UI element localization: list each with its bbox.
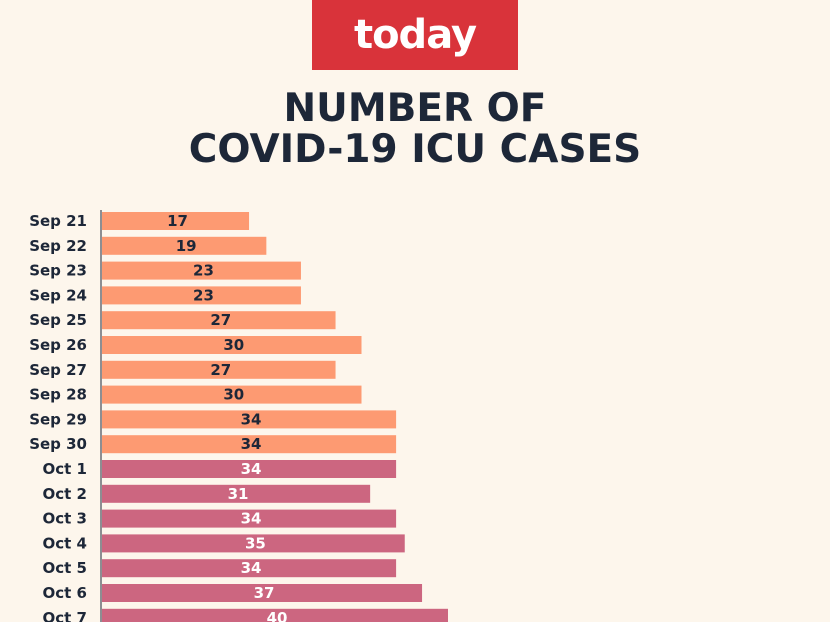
logo-text: today <box>353 12 477 58</box>
bar <box>102 460 397 478</box>
bar <box>102 509 397 528</box>
bar <box>102 236 267 255</box>
value-label: 40 <box>267 609 288 622</box>
bar <box>102 435 397 454</box>
value-label: 34 <box>241 435 262 453</box>
category-label: Oct 3 <box>43 510 87 528</box>
value-label: 34 <box>241 559 262 577</box>
bar <box>102 261 301 280</box>
category-label: Sep 28 <box>29 386 87 404</box>
value-label: 27 <box>210 361 231 379</box>
value-label: 34 <box>241 460 262 478</box>
bar <box>102 385 362 404</box>
category-label: Sep 29 <box>29 410 87 428</box>
bar <box>102 212 250 230</box>
bar <box>102 286 301 305</box>
category-label: Sep 30 <box>29 435 87 453</box>
category-label: Oct 5 <box>43 559 87 577</box>
category-label: Sep 25 <box>29 311 87 329</box>
value-label: 37 <box>254 584 275 602</box>
value-label: 17 <box>167 212 188 230</box>
bar <box>102 360 336 379</box>
value-label: 30 <box>223 336 244 354</box>
bar <box>102 336 362 354</box>
category-label: Sep 22 <box>29 237 87 255</box>
category-label: Oct 4 <box>43 534 87 552</box>
bar <box>102 484 371 503</box>
bar <box>102 584 423 602</box>
value-label: 31 <box>228 485 249 503</box>
chart-title-line1: NUMBER OF <box>283 86 547 131</box>
category-label: Oct 6 <box>43 584 87 602</box>
bar <box>102 410 397 429</box>
category-label: Oct 7 <box>43 609 87 622</box>
category-label: Oct 1 <box>43 460 87 478</box>
value-label: 34 <box>241 410 262 428</box>
value-label: 23 <box>193 286 214 304</box>
category-label: Oct 2 <box>43 485 87 503</box>
value-label: 30 <box>223 386 244 404</box>
bar <box>102 559 397 578</box>
value-label: 34 <box>241 510 262 528</box>
chart-title-line2: COVID-19 ICU CASES <box>188 127 642 172</box>
value-label: 19 <box>176 237 197 255</box>
category-label: Sep 27 <box>29 361 87 379</box>
category-label: Sep 24 <box>29 286 87 304</box>
category-label: Sep 21 <box>29 212 87 230</box>
category-label: Sep 23 <box>29 262 87 280</box>
value-label: 23 <box>193 262 214 280</box>
value-label: 27 <box>210 311 231 329</box>
bar <box>102 311 336 330</box>
category-label: Sep 26 <box>29 336 87 354</box>
today-logo: today <box>312 0 518 70</box>
bar <box>102 608 448 622</box>
bar <box>102 534 405 553</box>
value-label: 35 <box>245 534 266 552</box>
